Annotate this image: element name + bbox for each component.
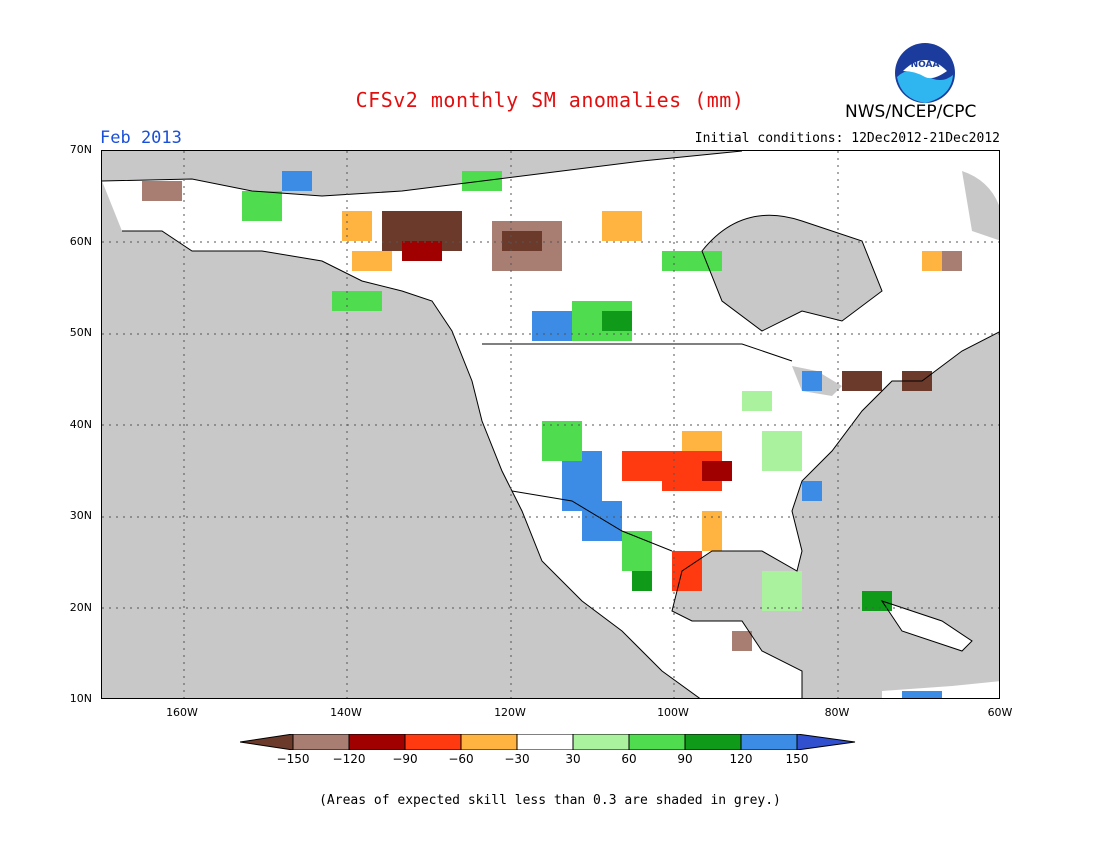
legend-swatch: [404, 734, 462, 750]
lat-tick: 10N: [69, 692, 92, 705]
legend-arrow-low: [240, 734, 294, 750]
lat-tick: 50N: [69, 326, 92, 339]
legend-label: −60: [448, 752, 474, 766]
lon-tick: 80W: [824, 706, 850, 719]
lon-tick: 120W: [494, 706, 526, 719]
anomaly-map: [101, 150, 1000, 699]
logo-text: NOAA: [911, 60, 940, 70]
map-canvas: [102, 151, 999, 698]
initial-conditions: Initial conditions: 12Dec2012-21Dec2012: [694, 131, 1000, 146]
anomaly-cells: [142, 171, 962, 698]
legend-label: 150: [785, 752, 809, 766]
coastlines: [102, 151, 999, 698]
legend-label: −90: [392, 752, 418, 766]
lat-tick: 20N: [69, 601, 92, 614]
legend-swatch: [460, 734, 518, 750]
lat-tick: 70N: [69, 143, 92, 156]
legend-swatch: [740, 734, 798, 750]
lon-tick: 100W: [657, 706, 689, 719]
legend-label: −120: [332, 752, 366, 766]
legend-swatch: [572, 734, 630, 750]
legend-swatch: [684, 734, 742, 750]
forecast-period: Feb 2013: [100, 128, 182, 148]
lon-tick: 160W: [166, 706, 198, 719]
legend-label: −150: [276, 752, 310, 766]
lat-tick: 30N: [69, 509, 92, 522]
lon-tick: 60W: [987, 706, 1013, 719]
legend-swatch: [516, 734, 574, 750]
lat-tick: 60N: [69, 235, 92, 248]
legend-swatch: [628, 734, 686, 750]
lon-tick: 140W: [330, 706, 362, 719]
legend-swatch: [292, 734, 350, 750]
legend-label: −30: [504, 752, 530, 766]
graticule: [102, 151, 999, 698]
color-legend: [240, 734, 856, 750]
legend-label: 90: [677, 752, 693, 766]
map-title: CFSv2 monthly SM anomalies (mm): [355, 88, 745, 112]
footnote: (Areas of expected skill less than 0.3 a…: [319, 793, 781, 808]
legend-label: 60: [621, 752, 637, 766]
agency-label: NWS/NCEP/CPC: [845, 102, 977, 122]
noaa-logo-icon: NOAA: [895, 43, 955, 103]
lat-tick: 40N: [69, 418, 92, 431]
legend-label: 120: [729, 752, 753, 766]
legend-arrow-high: [796, 734, 856, 750]
legend-label: 30: [565, 752, 581, 766]
legend-swatch: [348, 734, 406, 750]
